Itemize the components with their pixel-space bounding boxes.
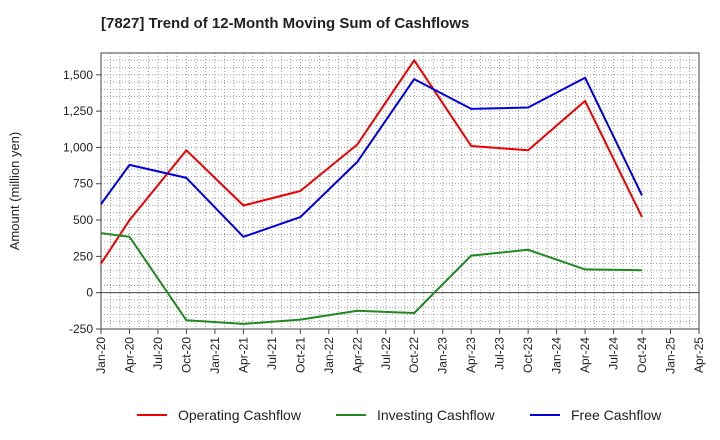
legend-label-investing: Investing Cashflow — [377, 407, 495, 423]
plot-frame — [100, 52, 700, 330]
chart-title: [7827] Trend of 12-Month Moving Sum of C… — [101, 15, 470, 32]
legend-label-operating: Operating Cashflow — [178, 407, 301, 423]
x-tick-label: Oct-22 — [407, 337, 421, 373]
series-layer — [100, 59, 643, 325]
legend-label-free: Free Cashflow — [571, 407, 662, 423]
x-tick-label: Jul-24 — [607, 337, 621, 370]
x-tick-label: Jan-22 — [322, 337, 336, 374]
x-tick-label: Jan-24 — [550, 337, 564, 374]
x-tick-label: Jul-21 — [265, 337, 279, 370]
x-tick-label: Oct-24 — [635, 337, 649, 373]
x-tick-label: Apr-23 — [464, 337, 478, 373]
y-tick-label: -250 — [69, 322, 93, 336]
x-tick-label: Jan-20 — [94, 337, 108, 374]
y-tick-label: 250 — [73, 249, 93, 263]
legend-swatch-free — [530, 414, 560, 416]
y-tick-label: 1,000 — [63, 140, 93, 154]
grid-layer — [101, 53, 699, 329]
y-tick-label: 750 — [73, 177, 93, 191]
axes-layer — [96, 52, 700, 334]
legend-swatch-investing — [336, 414, 366, 416]
x-tick-label: Jan-25 — [664, 337, 678, 374]
legend-swatch-operating — [137, 414, 167, 416]
x-tick-label: Apr-21 — [236, 337, 250, 373]
series-line-investing-cashflow — [100, 232, 643, 325]
y-tick-label: 0 — [86, 286, 93, 300]
x-tick-label: Oct-20 — [179, 337, 193, 373]
x-tick-label: Apr-22 — [350, 337, 364, 373]
series-line-free-cashflow — [100, 76, 643, 238]
x-tick-label: Jul-20 — [151, 337, 165, 370]
x-tick-label: Jan-23 — [436, 337, 450, 374]
x-tick-label: Apr-24 — [578, 337, 592, 373]
y-tick-label: 1,500 — [63, 68, 93, 82]
x-tick-label: Jan-21 — [208, 337, 222, 374]
x-tick-label: Apr-25 — [692, 337, 706, 373]
legend-investing: Investing Cashflow — [336, 406, 495, 424]
x-tick-label: Oct-21 — [293, 337, 307, 373]
x-tick-label: Apr-20 — [122, 337, 136, 373]
y-tick-label: 1,250 — [63, 104, 93, 118]
y-tick-label: 500 — [73, 213, 93, 227]
legend-free: Free Cashflow — [530, 406, 661, 424]
x-tick-label: Oct-23 — [521, 337, 535, 373]
x-tick-label: Jul-23 — [493, 337, 507, 370]
y-axis-title: Amount (million yen) — [7, 132, 22, 251]
labels-layer: -250 0 250 500 750 1,000 1,250 1,500 Jan-20 Apr-2… — [7, 68, 706, 374]
x-tick-label: Jul-22 — [379, 337, 393, 370]
legend-operating: Operating Cashflow — [137, 406, 301, 424]
